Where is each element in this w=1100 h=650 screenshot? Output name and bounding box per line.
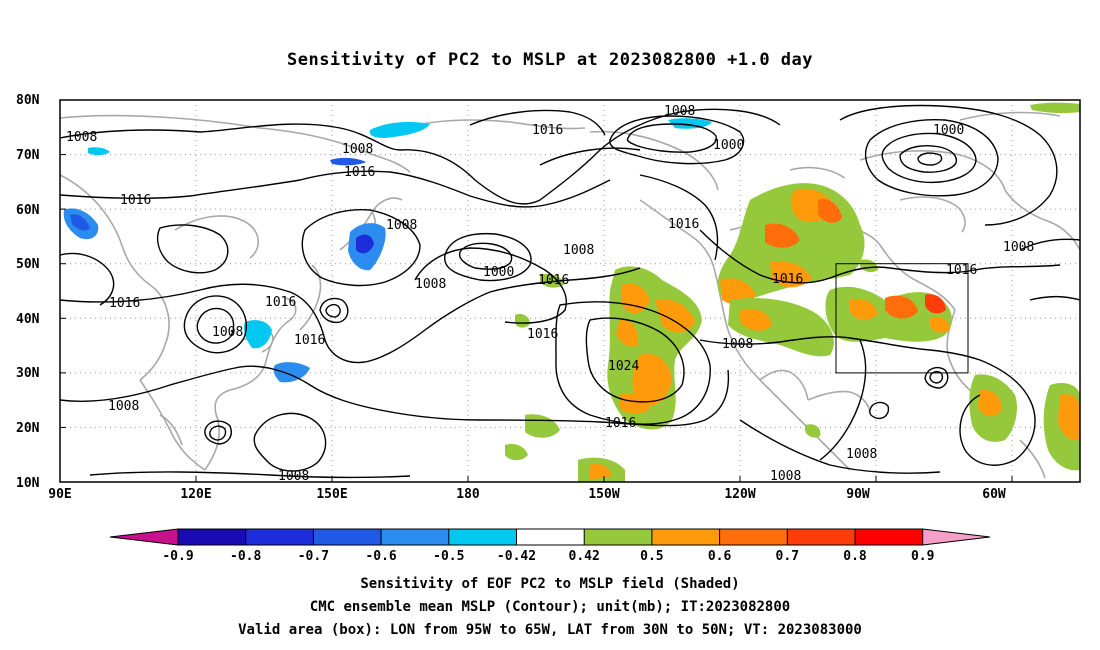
colorbar-tick-label: -0.8: [230, 549, 261, 564]
colorbar-tick-label: 0.8: [843, 549, 867, 564]
colorbar-bin: [516, 529, 585, 545]
contour-label: 1016: [294, 333, 325, 348]
colorbar-bin: [855, 529, 923, 545]
contour-label: 1008: [386, 218, 417, 233]
lon-label: 90E: [48, 487, 71, 502]
colorbar-tick-label: -0.9: [162, 549, 193, 564]
colorbar-tick-label: -0.42: [497, 549, 536, 564]
contour-label: 1008: [108, 399, 139, 414]
contour-label: 1016: [538, 273, 569, 288]
contour-label: 1016: [527, 327, 558, 342]
colorbar-bin: [584, 529, 652, 545]
chart-title: Sensitivity of PC2 to MSLP at 2023082800…: [286, 50, 813, 70]
lon-label: 120E: [180, 487, 211, 502]
colorbar-bin: [381, 529, 449, 545]
colorbar-bin: [787, 529, 855, 545]
contour-label: 1008: [278, 469, 309, 484]
lat-label: 30N: [16, 366, 40, 381]
sensitivity-shading: [63, 102, 1080, 482]
colorbar-tick-label: 0.42: [569, 549, 600, 564]
colorbar-bin: [448, 529, 517, 545]
tick-marks: [60, 99, 1013, 482]
lat-label: 50N: [16, 257, 40, 272]
colorbar-high-extension: [922, 529, 990, 545]
colorbar-tick-label: 0.6: [708, 549, 732, 564]
lon-label: 180: [456, 487, 480, 502]
colorbar-tick-label: -0.6: [365, 549, 396, 564]
contour-label: 1008: [770, 469, 801, 484]
map-frame: [59, 99, 1081, 483]
valid-area-box: [835, 263, 969, 374]
contour-label: 1016: [265, 295, 296, 310]
colorbar-tick-label: -0.5: [433, 549, 464, 564]
lat-label: 60N: [16, 203, 40, 218]
contour-label: 1008: [415, 277, 446, 292]
contour-label: 1008: [1003, 240, 1034, 255]
latitude-labels: 80N 70N 60N 50N 40N 30N 20N 10N: [16, 93, 40, 491]
contour-label: 1016: [946, 263, 977, 278]
lon-label: 90W: [846, 487, 870, 502]
graticule: [60, 100, 1080, 482]
lat-label: 10N: [16, 476, 40, 491]
contour-label: 1008: [212, 325, 243, 340]
colorbar: -0.9 -0.8 -0.7 -0.6 -0.5 -0.42 0.42 0.5 …: [109, 528, 991, 564]
colorbar-bin: [245, 529, 314, 545]
colorbar-bin: [178, 529, 246, 545]
lon-label: 150E: [316, 487, 347, 502]
contour-label: 1000: [933, 123, 964, 138]
colorbar-tick-label: -0.7: [298, 549, 329, 564]
colorbar-bin: [313, 529, 382, 545]
contour-label: 1008: [563, 243, 594, 258]
contour-label: 1008: [722, 337, 753, 352]
contour-label: 1024: [608, 359, 639, 374]
lon-label: 60W: [982, 487, 1006, 502]
contour-label: 1000: [713, 138, 744, 153]
lon-label: 150W: [588, 487, 619, 502]
contour-label: 1016: [668, 217, 699, 232]
contour-label: 1008: [664, 104, 695, 119]
contour-labels: 1008 1016 1008 1016 1016 1008 1000 1008 …: [66, 104, 1034, 484]
coastlines: [60, 111, 1080, 479]
contour-label: 1008: [66, 130, 97, 145]
caption-shaded: Sensitivity of EOF PC2 to MSLP field (Sh…: [360, 576, 740, 592]
colorbar-bin: [651, 529, 720, 545]
colorbar-tick-label: 0.5: [640, 549, 663, 564]
colorbar-bin: [719, 529, 788, 545]
lat-label: 70N: [16, 148, 40, 163]
contour-label: 1016: [532, 123, 563, 138]
lon-label: 120W: [724, 487, 755, 502]
lat-label: 80N: [16, 93, 40, 108]
contour-label: 1016: [120, 193, 151, 208]
contour-label: 1016: [605, 416, 636, 431]
contour-label: 1016: [344, 165, 375, 180]
caption-contour: CMC ensemble mean MSLP (Contour); unit(m…: [309, 599, 791, 615]
colorbar-tick-label: 0.7: [776, 549, 799, 564]
contour-label: 1016: [772, 272, 803, 287]
contour-label: 1008: [342, 142, 373, 157]
mslp-contours: [60, 104, 1080, 479]
contour-label: 1016: [109, 296, 140, 311]
colorbar-low-extension: [110, 529, 178, 545]
contour-label: 1000: [483, 265, 514, 280]
contour-label: 1008: [846, 447, 877, 462]
lat-label: 20N: [16, 421, 40, 436]
lat-label: 40N: [16, 312, 40, 327]
colorbar-tick-label: 0.9: [911, 549, 934, 564]
longitude-labels: 90E 120E 150E 180 150W 120W 90W 60W: [48, 487, 1006, 502]
caption-valid-area: Valid area (box): LON from 95W to 65W, L…: [238, 622, 862, 638]
